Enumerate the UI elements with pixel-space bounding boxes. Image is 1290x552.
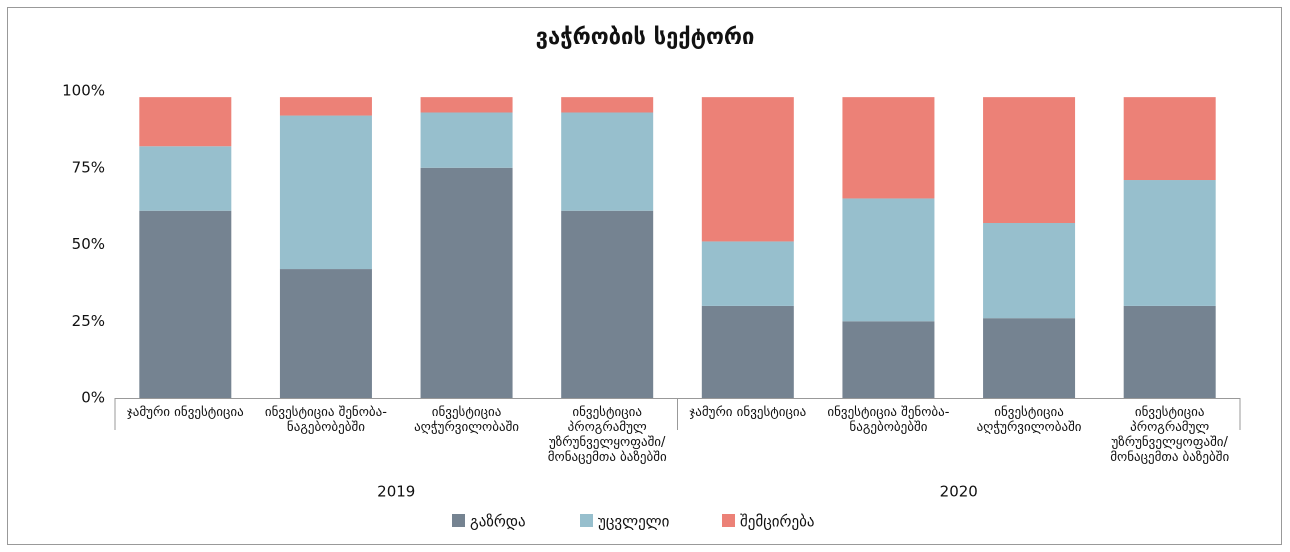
bar-segment bbox=[420, 97, 513, 113]
legend-label: უცვლელი bbox=[598, 513, 670, 531]
bar-segment bbox=[842, 97, 935, 199]
y-tick-label: 25% bbox=[72, 312, 105, 330]
legend-swatch bbox=[580, 514, 593, 527]
y-tick-label: 50% bbox=[72, 235, 105, 253]
x-tick-label: ინვესტიცია შენობა-ნაგებობებში bbox=[827, 405, 950, 435]
legend-label: გაზრდა bbox=[470, 513, 526, 531]
bar-segment bbox=[701, 97, 794, 242]
bar-segment bbox=[139, 97, 232, 147]
legend-label: შემცირება bbox=[740, 513, 815, 531]
bar-segment bbox=[1123, 305, 1216, 398]
bar-segment bbox=[1123, 97, 1216, 181]
x-tick-label: ინვესტიცია აღჭურვილობაში bbox=[414, 405, 520, 435]
bar-segment bbox=[842, 321, 935, 398]
bar-segment bbox=[561, 210, 654, 398]
bar-segment bbox=[701, 241, 794, 306]
x-tick-label: ინვესტიცია პროგრამულ უზრუნველყოფაში/ მონ… bbox=[547, 405, 667, 465]
x-tick-label: ინვესტიცია აღჭურვილობაში bbox=[976, 405, 1082, 435]
x-tick-label: ჯამური ინვესტიცია bbox=[689, 405, 807, 420]
bar-segment bbox=[139, 210, 232, 398]
y-tick-label: 0% bbox=[81, 389, 105, 407]
bar-segment bbox=[139, 146, 232, 211]
bar-segment bbox=[983, 223, 1076, 319]
bar-segment bbox=[1123, 180, 1216, 306]
bar-segment bbox=[983, 97, 1076, 224]
group-label: 2019 bbox=[377, 483, 415, 501]
group-label: 2020 bbox=[940, 483, 978, 501]
bar-segment bbox=[279, 97, 372, 116]
bar-segment bbox=[420, 167, 513, 398]
x-tick-label: ჯამური ინვესტიცია bbox=[126, 405, 244, 420]
x-tick-label: ინვესტიცია შენობა-ნაგებობებში bbox=[264, 405, 387, 435]
y-tick-label: 100% bbox=[62, 82, 105, 100]
bar-segment bbox=[561, 97, 654, 113]
legend-swatch bbox=[722, 514, 735, 527]
bar-segment bbox=[842, 198, 935, 322]
bar-segment bbox=[701, 305, 794, 398]
x-tick-label: ინვესტიცია პროგრამულ უზრუნველყოფაში/ მონ… bbox=[1110, 405, 1230, 465]
bar-segment bbox=[420, 112, 513, 168]
bar-segment bbox=[983, 318, 1076, 398]
bar-segment bbox=[279, 269, 372, 398]
chart-title: ვაჭრობის სექტორი bbox=[536, 25, 755, 50]
bar-segment bbox=[279, 115, 372, 270]
legend-swatch bbox=[452, 514, 465, 527]
y-tick-label: 75% bbox=[72, 158, 105, 176]
bar-segment bbox=[561, 112, 654, 211]
